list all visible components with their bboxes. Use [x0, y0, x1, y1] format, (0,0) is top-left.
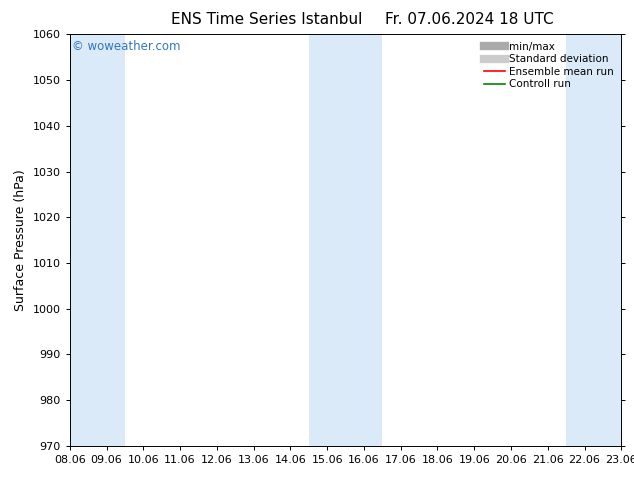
- Text: ENS Time Series Istanbul: ENS Time Series Istanbul: [171, 12, 362, 27]
- Text: © woweather.com: © woweather.com: [72, 41, 181, 53]
- Y-axis label: Surface Pressure (hPa): Surface Pressure (hPa): [14, 169, 27, 311]
- Legend: min/max, Standard deviation, Ensemble mean run, Controll run: min/max, Standard deviation, Ensemble me…: [482, 40, 616, 92]
- Bar: [566, 34, 634, 446]
- Bar: [309, 34, 382, 446]
- Bar: [51, 34, 125, 446]
- Text: Fr. 07.06.2024 18 UTC: Fr. 07.06.2024 18 UTC: [385, 12, 553, 27]
